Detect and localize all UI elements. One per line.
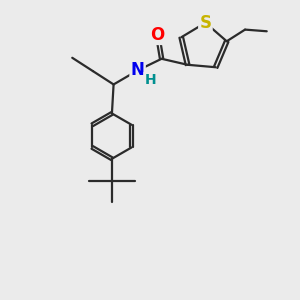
Text: H: H — [144, 73, 156, 87]
Text: S: S — [200, 14, 211, 32]
Text: N: N — [131, 61, 145, 80]
Text: O: O — [151, 26, 165, 44]
